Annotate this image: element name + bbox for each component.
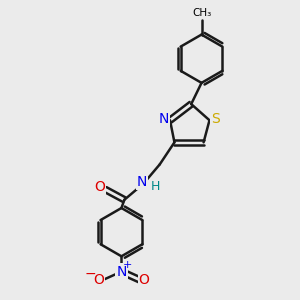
Text: O: O — [94, 179, 105, 194]
Text: CH₃: CH₃ — [192, 8, 211, 18]
Text: H: H — [151, 180, 160, 193]
Text: +: + — [123, 260, 132, 270]
Text: N: N — [137, 175, 147, 189]
Text: N: N — [116, 265, 127, 279]
Text: N: N — [158, 112, 169, 126]
Text: O: O — [139, 273, 149, 287]
Text: O: O — [93, 273, 104, 287]
Text: S: S — [212, 112, 220, 126]
Text: −: − — [85, 266, 97, 280]
